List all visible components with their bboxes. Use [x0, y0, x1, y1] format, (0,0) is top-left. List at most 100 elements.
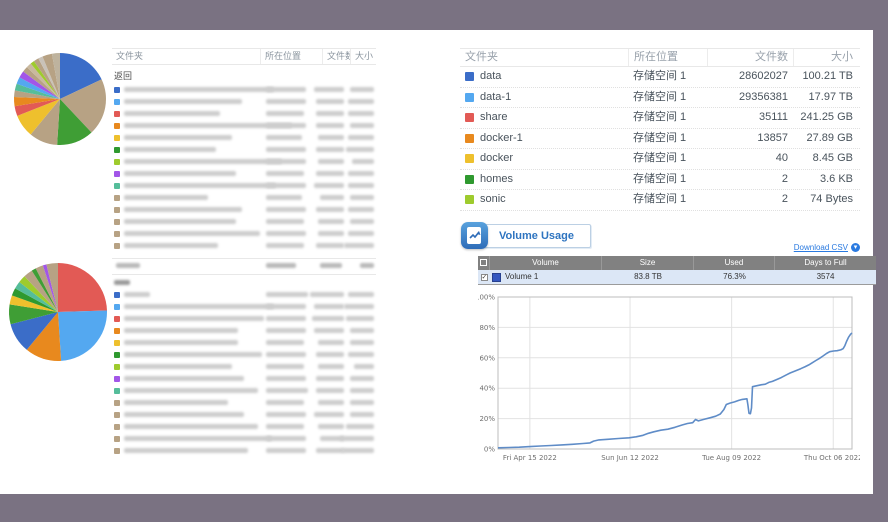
folder-color-chip: [114, 316, 120, 322]
column-header-location[interactable]: 所在位置: [260, 49, 322, 64]
file-list-row[interactable]: [112, 120, 376, 132]
pie-slice: [10, 312, 58, 350]
file-list-row[interactable]: [112, 216, 376, 228]
pie-slice: [58, 310, 108, 361]
folder-location: 存储空间 1: [633, 152, 687, 164]
file-list-row[interactable]: [112, 433, 376, 445]
column-header-location[interactable]: 所在位置: [628, 49, 707, 66]
file-list-row[interactable]: [112, 289, 376, 301]
blurred-text: [318, 231, 344, 236]
file-list-row[interactable]: [112, 192, 376, 204]
blurred-text: [266, 171, 304, 176]
blurred-text: [316, 111, 344, 116]
blurred-text: [124, 219, 236, 224]
blurred-text: [124, 412, 244, 417]
blurred-text: [266, 304, 306, 309]
volume-checkbox[interactable]: ✓: [480, 274, 488, 281]
folder-row[interactable]: data-1 存储空间 1 29356381 17.97 TB: [460, 88, 860, 108]
file-list-row[interactable]: [112, 301, 376, 313]
blurred-text: [124, 388, 258, 393]
file-list-row[interactable]: [112, 397, 376, 409]
download-csv-link[interactable]: Download CSV: [793, 243, 848, 252]
file-list-row[interactable]: [112, 361, 376, 373]
folder-row[interactable]: sonic 存储空间 1 2 74 Bytes: [460, 190, 860, 211]
chart-tick-label: Fri Apr 15 2022: [503, 454, 557, 462]
column-header-count[interactable]: 文件数▼: [322, 49, 350, 64]
column-header-folder[interactable]: 文件夹: [465, 51, 498, 63]
blurred-text: [124, 292, 150, 297]
folder-file-count: 40: [775, 152, 788, 164]
file-list-row[interactable]: [112, 180, 376, 192]
folder-file-count: 35111: [759, 111, 788, 123]
download-csv-icon[interactable]: ▾: [851, 243, 860, 252]
folder-file-count: 2: [781, 172, 788, 185]
blurred-text: [316, 171, 344, 176]
column-header-folder[interactable]: 文件夹: [116, 51, 144, 61]
file-list-row[interactable]: [112, 240, 376, 252]
file-list-row[interactable]: [112, 228, 376, 240]
folder-color-chip: [114, 171, 120, 177]
report-document-icon: [461, 222, 488, 249]
folder-color-chip: [465, 133, 474, 143]
file-list-row[interactable]: [112, 168, 376, 180]
blurred-text: [312, 316, 344, 321]
blurred-text: [124, 171, 236, 176]
file-list-row[interactable]: [112, 84, 376, 96]
file-list-row[interactable]: [112, 108, 376, 120]
blurred-text: [124, 111, 220, 116]
folder-color-chip: [465, 174, 474, 184]
select-all-checkbox[interactable]: [478, 256, 490, 270]
usage-line-series: [497, 332, 853, 449]
pie-slice: [42, 264, 58, 312]
pie-slice: [57, 99, 92, 146]
folder-size-pie-chart-bottom: [8, 263, 108, 361]
column-header-size[interactable]: Size: [602, 256, 694, 270]
chart-plot-border: [497, 296, 853, 450]
back-link[interactable]: 返回: [114, 71, 133, 81]
folder-row[interactable]: docker-1 存储空间 1 13857 27.89 GB: [460, 129, 860, 149]
folder-row[interactable]: homes 存储空间 1 2 3.6 KB: [460, 170, 860, 190]
folder-color-chip: [114, 207, 120, 213]
file-list-row[interactable]: [112, 373, 376, 385]
blurred-text: [266, 147, 306, 152]
back-link-blurred[interactable]: [114, 280, 130, 285]
file-list-row[interactable]: [112, 96, 376, 108]
blurred-text: [124, 123, 292, 128]
chart-tick-label: Thu Oct 06 2022: [803, 454, 860, 462]
volume-row[interactable]: ✓ Volume 1 83.8 TB 76.3% 3574: [478, 270, 876, 285]
folder-row[interactable]: docker 存储空间 1 40 8.45 GB: [460, 149, 860, 170]
column-header-count[interactable]: 文件数: [707, 49, 793, 66]
file-list-row[interactable]: [112, 313, 376, 325]
blurred-text: [348, 207, 374, 212]
pie-slice: [38, 56, 60, 99]
file-list-row[interactable]: [112, 349, 376, 361]
blurred-header-size: [360, 263, 374, 268]
column-header-days-to-full[interactable]: Days to Full: [804, 258, 847, 267]
blurred-text: [344, 243, 374, 248]
blurred-text: [316, 376, 344, 381]
folder-name: docker-1: [480, 131, 523, 144]
folder-row[interactable]: share 存储空间 1 35111 241.25 GB: [460, 108, 860, 129]
file-list-row[interactable]: [112, 156, 376, 168]
file-list-row[interactable]: [112, 325, 376, 337]
volume-usage-title-box: Volume Usage: [476, 224, 591, 248]
folder-row[interactable]: data 存储空间 1 28602027 100.21 TB: [460, 67, 860, 88]
blurred-text: [350, 123, 374, 128]
file-list-row[interactable]: [112, 337, 376, 349]
column-header-size[interactable]: 大小: [350, 49, 376, 64]
pie-slice: [60, 53, 102, 99]
file-list-row[interactable]: [112, 409, 376, 421]
file-list-row[interactable]: [112, 421, 376, 433]
blurred-text: [350, 87, 374, 92]
file-list-row[interactable]: [112, 385, 376, 397]
file-list-row[interactable]: [112, 204, 376, 216]
volume-used: 76.3%: [723, 272, 746, 281]
file-list-row[interactable]: [112, 445, 376, 457]
folder-name: docker: [480, 152, 514, 164]
file-list-row[interactable]: [112, 132, 376, 144]
column-header-volume[interactable]: Volume: [490, 256, 602, 270]
file-list-row[interactable]: [112, 144, 376, 156]
column-header-size[interactable]: 大小: [793, 49, 858, 66]
column-header-used[interactable]: Used: [694, 256, 775, 270]
blurred-text: [266, 400, 304, 405]
